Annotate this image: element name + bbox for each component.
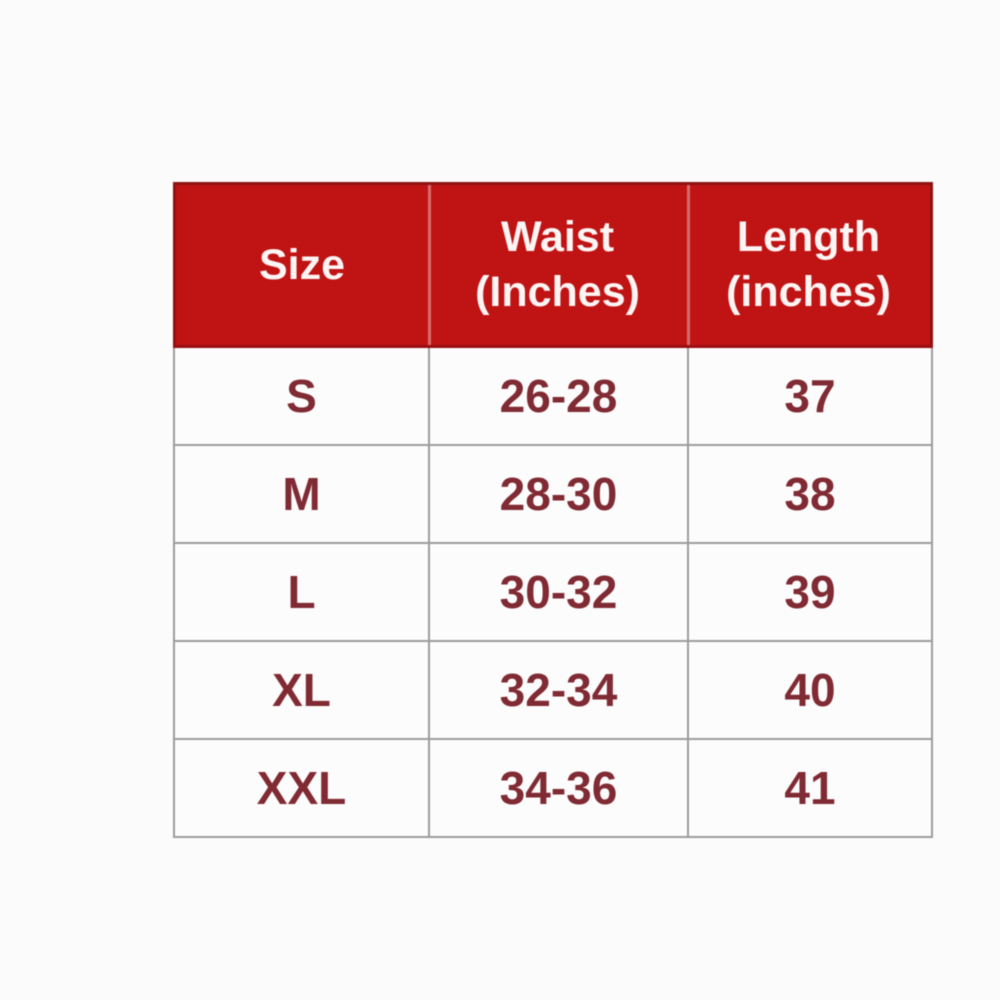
cell-waist-xl: 32-34	[428, 642, 687, 740]
cell-waist-l: 30-32	[428, 544, 687, 642]
cell-length-xxl: 41	[687, 740, 933, 838]
size-chart-table: Size Waist (Inches) Length (inches) S 26…	[173, 182, 933, 838]
header-waist-label-line2: (Inches)	[475, 268, 640, 316]
header-size-label: Size	[258, 240, 346, 289]
cell-size-xxl: XXL	[173, 740, 428, 838]
cell-length-m: 38	[687, 446, 933, 544]
cell-waist-s: 26-28	[428, 348, 687, 446]
cell-size-l: L	[173, 544, 428, 642]
cell-size-m: M	[173, 446, 428, 544]
header-length-label-line2: (inches)	[726, 268, 891, 316]
header-cell-length: Length (inches)	[687, 182, 933, 348]
header-cell-waist: Waist (Inches)	[428, 182, 687, 348]
cell-length-s: 37	[687, 348, 933, 446]
cell-size-s: S	[173, 348, 428, 446]
cell-waist-m: 28-30	[428, 446, 687, 544]
header-length-label-line1: Length	[736, 213, 881, 261]
cell-waist-xxl: 34-36	[428, 740, 687, 838]
header-waist-label-line1: Waist	[500, 213, 615, 261]
header-cell-size: Size	[173, 182, 428, 348]
cell-length-xl: 40	[687, 642, 933, 740]
cell-length-l: 39	[687, 544, 933, 642]
cell-size-xl: XL	[173, 642, 428, 740]
